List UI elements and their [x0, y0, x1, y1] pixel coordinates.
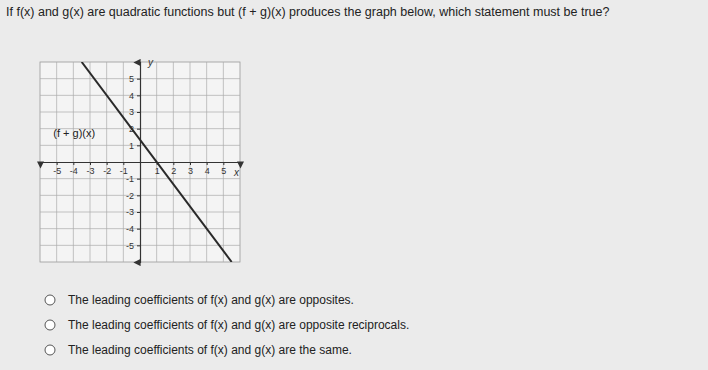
tick-label: 4 [205, 166, 210, 176]
tick: 5 [221, 162, 226, 176]
tick-mark [137, 79, 140, 80]
tick-label: 3 [129, 107, 134, 117]
tick: -2 [103, 162, 111, 176]
tick-mark [223, 162, 224, 165]
choice[interactable]: The leading coefficients of f(x) and g(x… [68, 343, 352, 357]
tick: 2 [171, 162, 176, 176]
tick: -3 [86, 162, 94, 176]
page: If f(x) and g(x) are quadratic functions… [0, 0, 708, 370]
tick-label: 5 [129, 74, 134, 84]
tick-label: -4 [126, 224, 134, 234]
tick: -1 [126, 174, 140, 184]
tick-mark [137, 229, 140, 230]
tick-label: -2 [103, 166, 111, 176]
tick-label: -3 [86, 166, 94, 176]
tick: 4 [205, 162, 210, 176]
tick-label: -5 [126, 241, 134, 251]
tick-mark [137, 245, 140, 246]
tick: 4 [129, 91, 140, 101]
tick-label: -4 [70, 166, 78, 176]
tick: -4 [70, 162, 78, 176]
tick-mark [73, 162, 74, 165]
tick: -2 [126, 191, 140, 201]
tick-mark [57, 162, 58, 165]
x-axis-label: x [233, 167, 240, 178]
tick-label: 2 [171, 166, 176, 176]
radio-button[interactable] [45, 295, 55, 305]
series-label: (f + g)(x) [53, 127, 95, 139]
tick: 3 [188, 162, 193, 176]
grid [40, 62, 240, 262]
tick-mark [173, 162, 174, 165]
tick-label: -5 [53, 166, 61, 176]
tick-mark [137, 95, 140, 96]
tick-mark [137, 129, 140, 130]
tick-label: 1 [129, 141, 134, 151]
tick-label: -2 [126, 191, 134, 201]
tick: 1 [129, 141, 140, 151]
line [82, 62, 232, 262]
tick: -4 [126, 224, 140, 234]
tick-label: -1 [126, 174, 134, 184]
tick-mark [190, 162, 191, 165]
plot-area [82, 62, 232, 262]
y-axis-label: y [147, 57, 154, 68]
plot-frame [40, 62, 240, 262]
tick-mark [137, 212, 140, 213]
choice[interactable]: The leading coefficients of f(x) and g(x… [68, 318, 409, 332]
radio-button[interactable] [45, 345, 55, 355]
tick-mark [137, 195, 140, 196]
tick-mark [107, 162, 108, 165]
tick-mark [137, 145, 140, 146]
tick-mark [207, 162, 208, 165]
tick-label: 5 [221, 166, 226, 176]
tick-label: 1 [155, 166, 160, 176]
tick-mark [137, 112, 140, 113]
y-axis: -5-4-3-2-112345 [126, 63, 141, 263]
tick-label: -3 [126, 207, 134, 217]
choice[interactable]: The leading coefficients of f(x) and g(x… [68, 293, 354, 307]
radio-button[interactable] [45, 320, 55, 330]
tick: -5 [53, 162, 61, 176]
axis-line [137, 63, 141, 263]
tick: -5 [126, 241, 140, 251]
tick-mark [137, 179, 140, 180]
tick: 5 [129, 74, 140, 84]
tick-label: 3 [188, 166, 193, 176]
question: If f(x) and g(x) are quadratic functions… [6, 5, 609, 19]
tick-mark [90, 162, 91, 165]
tick-mark [123, 162, 124, 165]
tick-label: 4 [129, 91, 134, 101]
tick: -3 [126, 207, 140, 217]
tick: 3 [129, 107, 140, 117]
